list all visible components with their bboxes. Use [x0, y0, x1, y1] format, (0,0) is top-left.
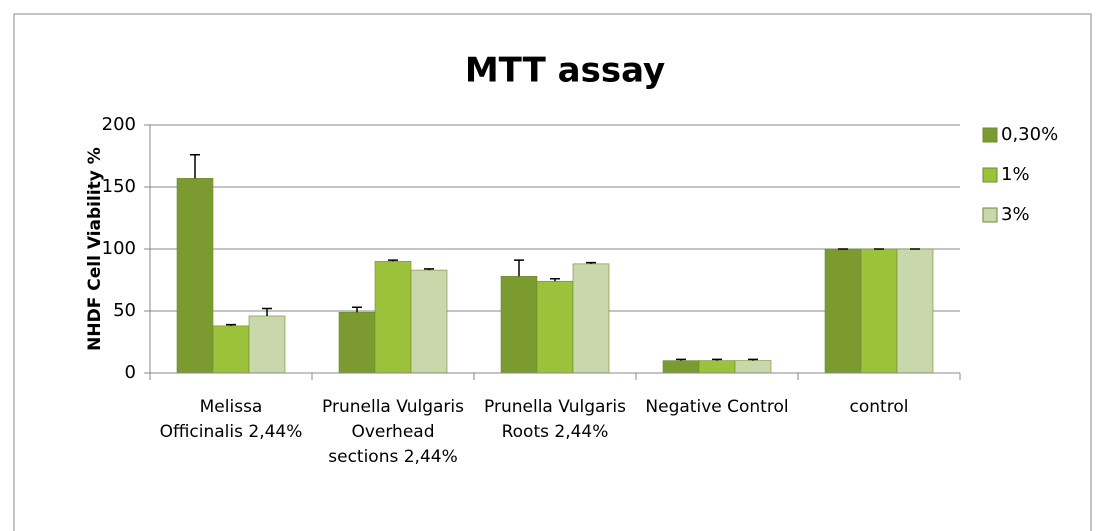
legend-label: 1%	[1001, 164, 1030, 185]
y-tick-label: 100	[102, 238, 136, 259]
x-tick-label: Negative Control	[645, 397, 789, 417]
bar	[176, 178, 214, 374]
legend-label: 0,30%	[1001, 124, 1058, 145]
legend-swatch	[982, 167, 998, 183]
error-bar	[550, 278, 560, 282]
x-tick-label: control	[849, 397, 909, 417]
x-tick-label: Melissa Officinalis 2,44%	[159, 397, 303, 442]
error-bar	[586, 261, 596, 264]
bar	[698, 360, 736, 374]
bar	[338, 311, 376, 374]
bar	[374, 261, 412, 374]
x-tick-label: Prunella Vulgaris Roots 2,44%	[484, 397, 626, 442]
bar	[248, 315, 286, 374]
y-tick-label: 150	[102, 176, 136, 197]
error-bar	[190, 154, 200, 179]
error-bar	[388, 259, 398, 262]
y-tick-label: 0	[125, 362, 136, 383]
error-bar	[226, 323, 236, 326]
bar	[860, 248, 898, 374]
y-tick-label: 50	[113, 300, 136, 321]
bar	[896, 248, 934, 374]
y-tick-label: 200	[102, 114, 136, 135]
chart-title: MTT assay	[465, 51, 665, 91]
x-tick-label: Prunella Vulgaris Overhead sections 2,44…	[322, 397, 464, 467]
y-axis-label: NHDF Cell Viability %	[85, 147, 105, 351]
bar	[500, 275, 538, 374]
error-bar	[748, 358, 758, 361]
bar	[824, 248, 862, 374]
error-bar	[712, 358, 722, 361]
error-bar	[424, 268, 434, 271]
bar	[734, 360, 772, 374]
bar	[212, 325, 250, 374]
legend-swatch	[982, 127, 998, 143]
bar	[410, 269, 448, 374]
bar	[572, 263, 610, 374]
bar	[536, 280, 574, 374]
error-bar	[262, 307, 272, 316]
legend-swatch	[982, 207, 998, 223]
error-bar	[676, 358, 686, 361]
legend-label: 3%	[1001, 204, 1030, 225]
error-bar	[514, 259, 524, 277]
error-bar	[352, 306, 362, 313]
bar	[662, 360, 700, 374]
